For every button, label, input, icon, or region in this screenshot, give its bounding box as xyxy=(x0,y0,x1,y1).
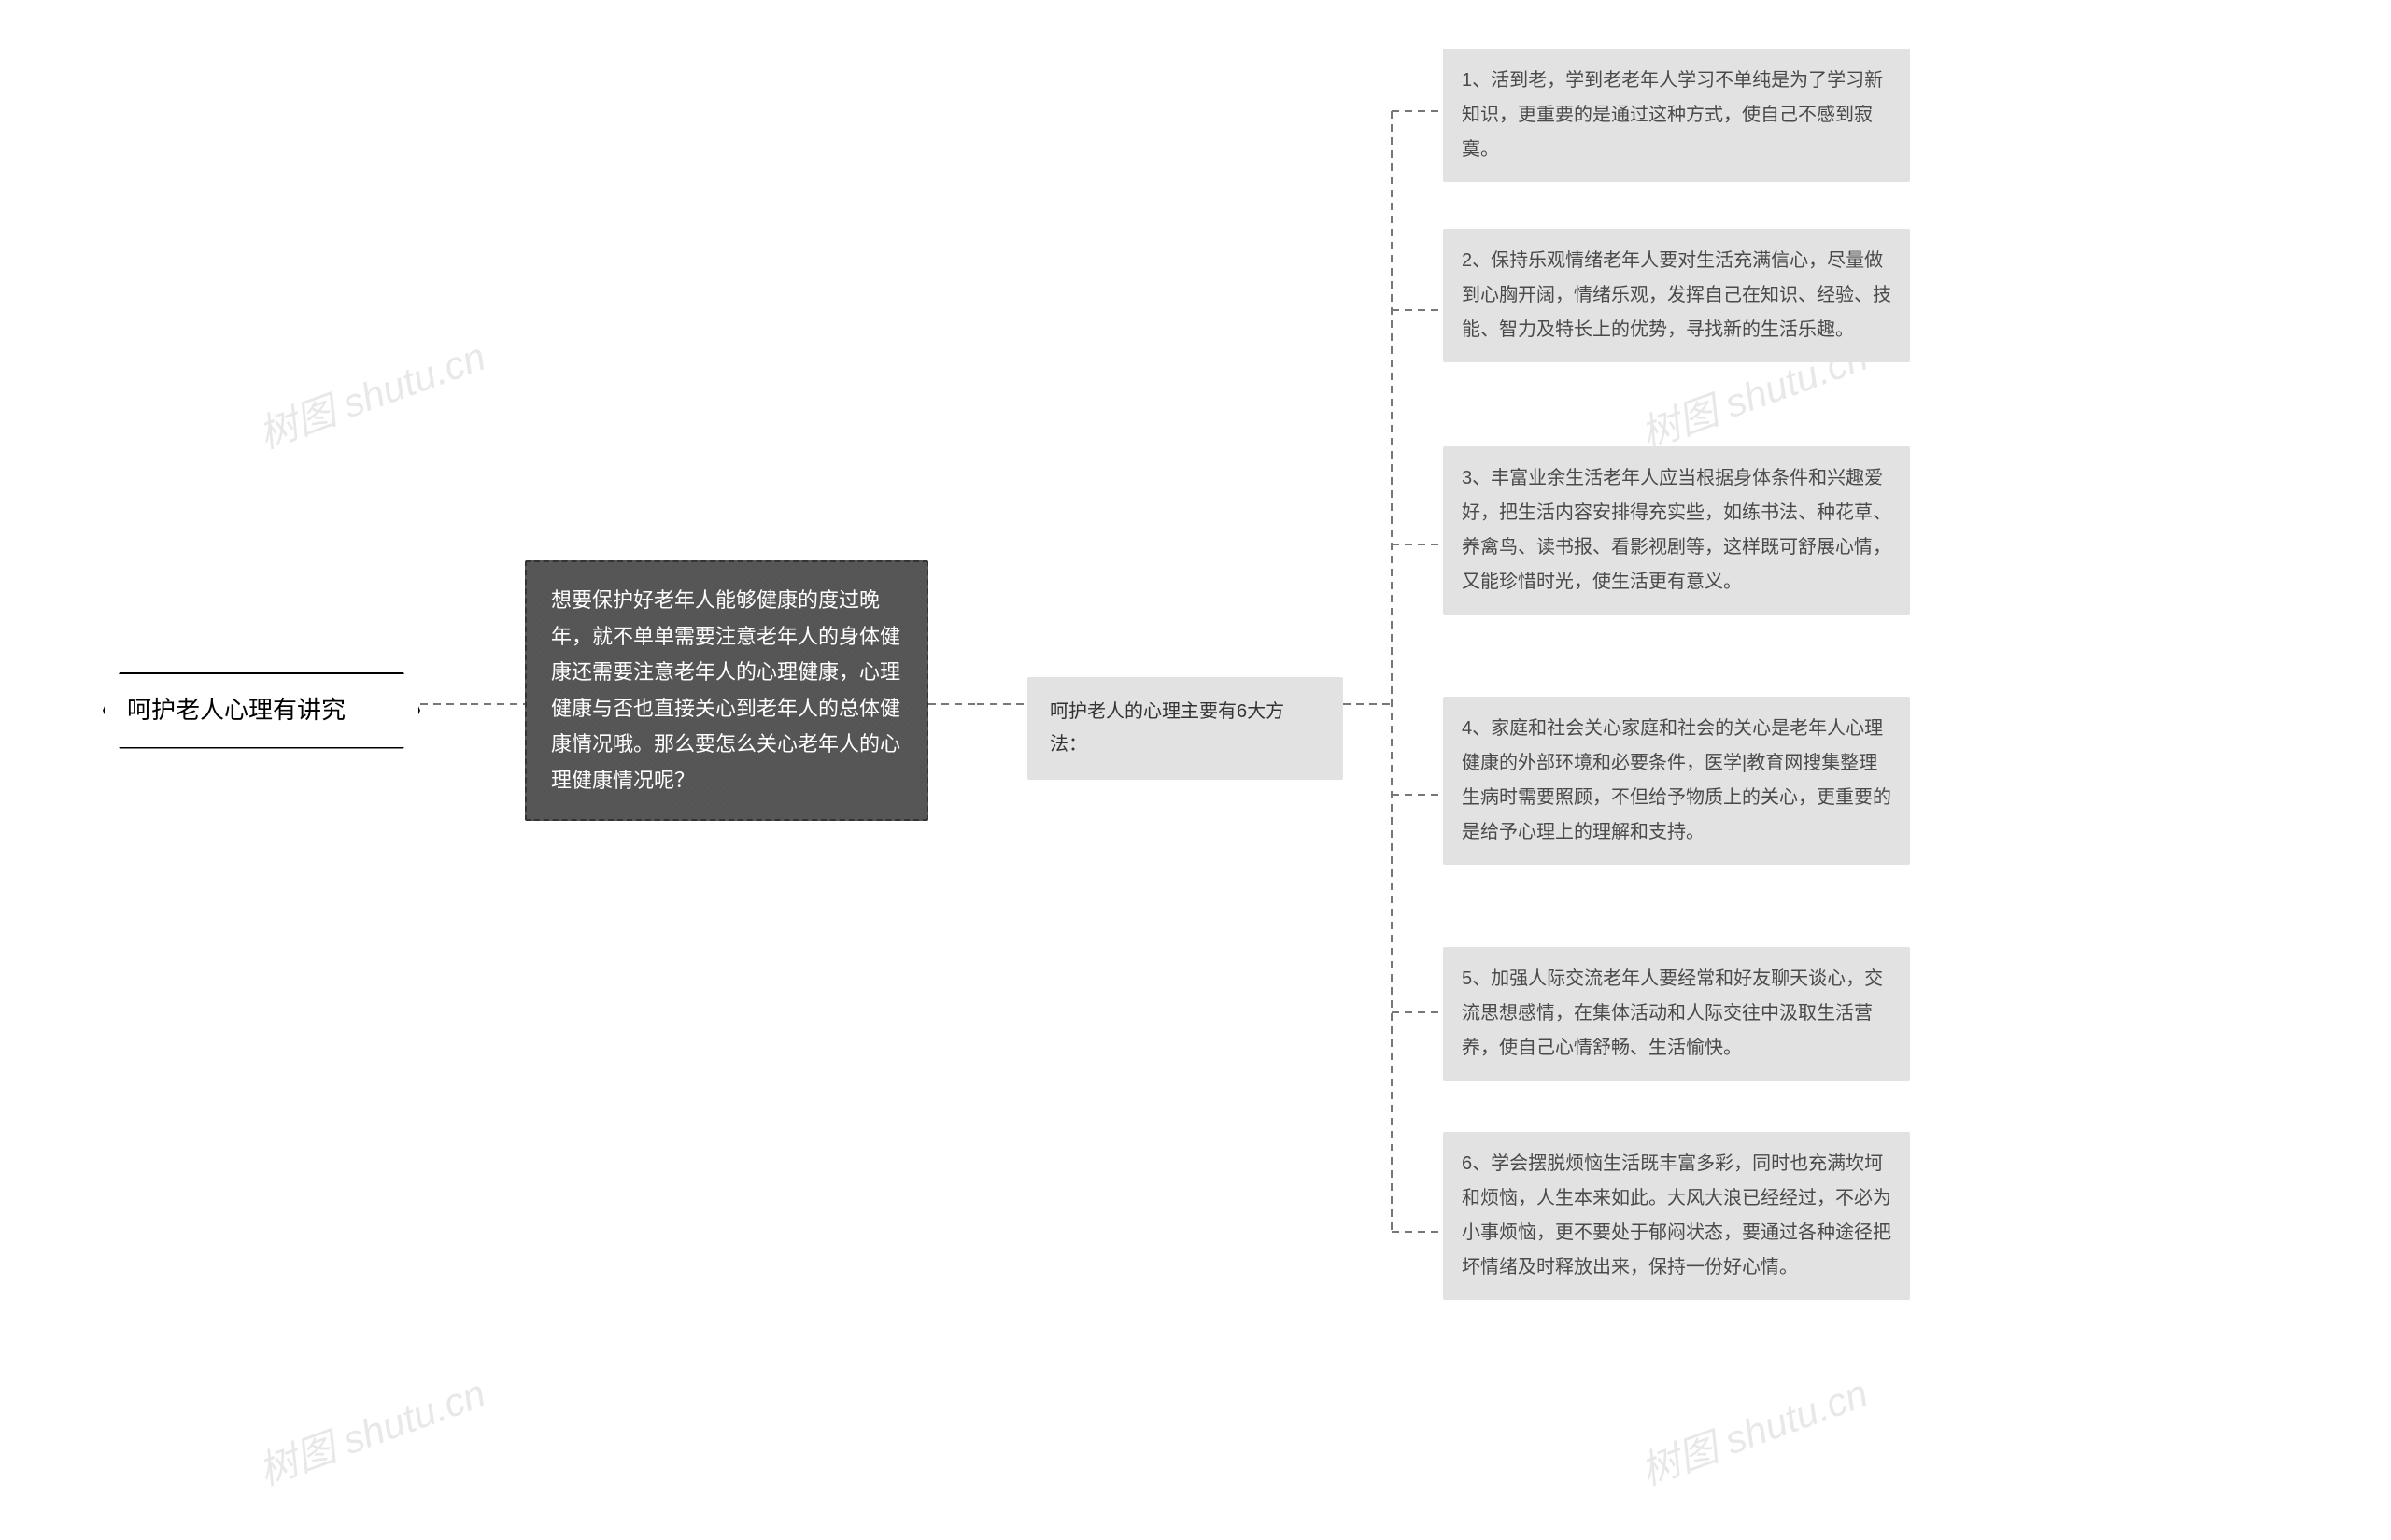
mindmap-intro-node[interactable]: 想要保护好老年人能够健康的度过晚年，就不单单需要注意老年人的身体健康还需要注意老… xyxy=(525,560,928,821)
mindmap-leaf-node[interactable]: 5、加强人际交流老年人要经常和好友聊天谈心，交流思想感情，在集体活动和人际交往中… xyxy=(1443,947,1910,1081)
mindmap-leaf-node[interactable]: 6、学会摆脱烦恼生活既丰富多彩，同时也充满坎坷和烦恼，人生本来如此。大风大浪已经… xyxy=(1443,1132,1910,1300)
intro-text: 想要保护好老年人能够健康的度过晚年，就不单单需要注意老年人的身体健康还需要注意老… xyxy=(551,588,900,792)
watermark: 树图 shutu.cn xyxy=(1632,1362,1875,1496)
mindmap-leaf-node[interactable]: 3、丰富业余生活老年人应当根据身体条件和兴趣爱好，把生活内容安排得充实些，如练书… xyxy=(1443,446,1910,615)
mindmap-methods-title-node[interactable]: 呵护老人的心理主要有6大方法： xyxy=(1027,677,1343,780)
leaf-text: 1、活到老，学到老老年人学习不单纯是为了学习新知识，更重要的是通过这种方式，使自… xyxy=(1462,70,1883,160)
leaf-text: 3、丰富业余生活老年人应当根据身体条件和兴趣爱好，把生活内容安排得充实些，如练书… xyxy=(1462,468,1891,592)
leaf-text: 4、家庭和社会关心家庭和社会的关心是老年人心理健康的外部环境和必要条件，医学|教… xyxy=(1462,718,1891,842)
methods-title-text: 呵护老人的心理主要有6大方法： xyxy=(1050,701,1284,755)
leaf-text: 2、保持乐观情绪老年人要对生活充满信心，尽量做到心胸开阔，情绪乐观，发挥自己在知… xyxy=(1462,250,1891,340)
leaf-text: 5、加强人际交流老年人要经常和好友聊天谈心，交流思想感情，在集体活动和人际交往中… xyxy=(1462,968,1883,1058)
root-label: 呵护老人心理有讲究 xyxy=(127,696,346,724)
mindmap-leaf-node[interactable]: 2、保持乐观情绪老年人要对生活充满信心，尽量做到心胸开阔，情绪乐观，发挥自己在知… xyxy=(1443,229,1910,362)
watermark: 树图 shutu.cn xyxy=(249,1362,492,1496)
watermark: 树图 shutu.cn xyxy=(249,325,492,459)
mindmap-root-node[interactable]: 呵护老人心理有讲究 xyxy=(103,672,420,749)
mindmap-leaf-node[interactable]: 4、家庭和社会关心家庭和社会的关心是老年人心理健康的外部环境和必要条件，医学|教… xyxy=(1443,697,1910,865)
leaf-text: 6、学会摆脱烦恼生活既丰富多彩，同时也充满坎坷和烦恼，人生本来如此。大风大浪已经… xyxy=(1462,1153,1891,1278)
mindmap-leaf-node[interactable]: 1、活到老，学到老老年人学习不单纯是为了学习新知识，更重要的是通过这种方式，使自… xyxy=(1443,49,1910,182)
